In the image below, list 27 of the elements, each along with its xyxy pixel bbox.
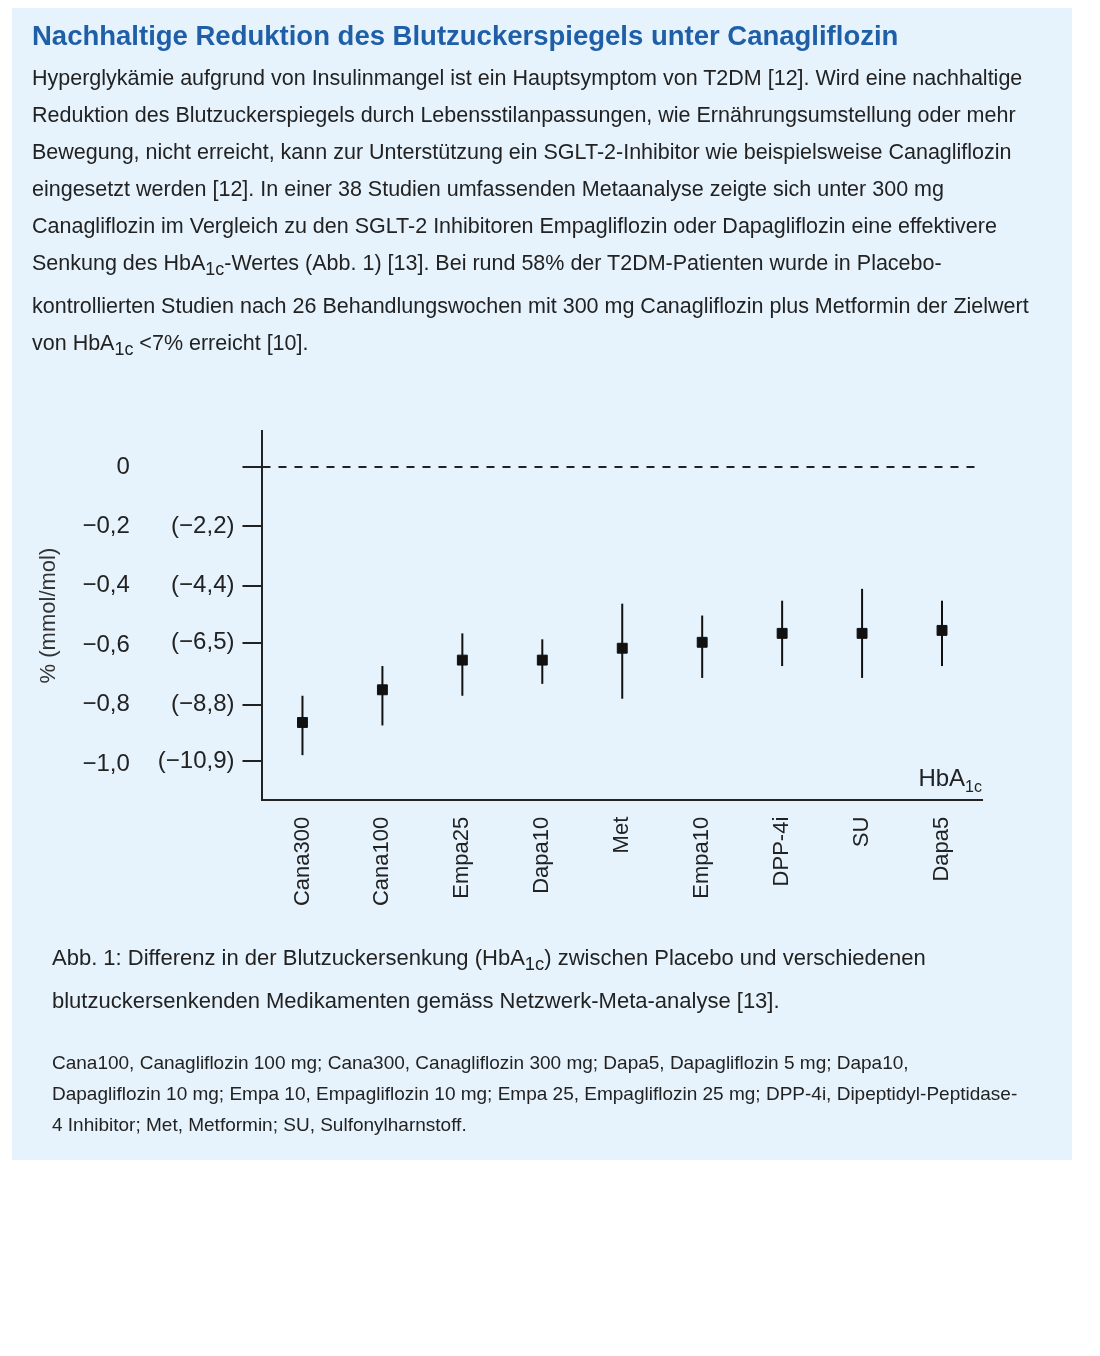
y-tick-label: −0,6 (82, 629, 130, 657)
text: Cana100, Canagliflozin 100 mg; Cana300, Canagliflozin 300 mg; Dapa5, Dapagliflozin 5 mg; Dapa10, Dapagliflozin 10 mg; Empa 10, Empagliflozin 10 mg; Empa 25, Empagliflozin 25 mg; DPP-4i, Dipeptidyl-Peptidase-4 Inhibitor; Met, Metformin; SU, Sulfonylharnstoff. (52, 1051, 1019, 1137)
x-tick-label: Empa25 (448, 816, 474, 899)
y2-tick-label: (−6,5) (171, 626, 235, 654)
y2-tick-label: (−8,8) (171, 688, 235, 716)
x-tick-label: SU (848, 816, 874, 847)
y-tick-label: −0,4 (82, 570, 130, 598)
x-tick-label: Dapa5 (928, 816, 954, 882)
chart-title: Nachhaltige Reduktion des Blutzuckerspiegels unter Canagliflozin (32, 20, 900, 52)
y-tick-label: −0,2 (82, 510, 130, 538)
y2-tick-label: (−4,4) (171, 570, 235, 598)
x-tick-label: Empa10 (688, 816, 714, 899)
y-axis-title: % (mmol/mol) (35, 547, 61, 683)
y-tick-label: −1,0 (82, 748, 130, 776)
point (936, 624, 948, 636)
caption: Abb. 1: Differenz in der Blutzuckersenkung (HbA$_{1c}$) zwischen Placebo und verschiedenen blutzuckersenkenden Medikamenten gemäss Netzwerk-Meta-analyse [13]. (52, 943, 927, 1015)
y-tick-label: −0,8 (82, 688, 130, 716)
x-tick-label: DPP-4i (768, 816, 794, 886)
x-tick-label: Met (608, 816, 634, 853)
y2-tick-label: (−2,2) (171, 510, 235, 538)
y-tick-label: 0 (116, 451, 130, 479)
y2-tick-label: (−10,9) (157, 745, 235, 773)
text: Hyperglykämie aufgrund von Insulinmangel ist ein Hauptsymptom von T2DM [12]. Wird eine nachhaltige Reduktion des Blutzuckerspiegels durch Lebensstilanpassungen, wie Ernährungsumstellung oder mehr Bewegung, nicht erreicht, kann zur Unterstützung ein SGLT-2-Inhibitor wie beispielsweise Canagliflozin eingesetzt werden [12]. In einer 38 Studien umfassenden Metaanalyse zeigte sich unter 300 mg Canagliflozin im Vergleich zu den SGLT-2 Inhibitoren Empagliflozin oder Dapagliflozin eine effektivere Senkung des HbA$_{1c}$-Wertes (Abb. 1) [13]. Bei rund 58% der T2DM-Patienten wurde in Placebo-kontrollierten Studien nach 26 Behandlungswochen mit 300 mg Canagliflozin plus Metformin der Zielwert von HbA$_{1c}$ <7% erreicht [10]. (32, 66, 1029, 360)
x-tick-label: Cana300 (288, 816, 314, 906)
x-tick-label: Cana100 (368, 816, 394, 906)
point (856, 627, 868, 639)
x-tick-label: Dapa10 (528, 816, 554, 894)
